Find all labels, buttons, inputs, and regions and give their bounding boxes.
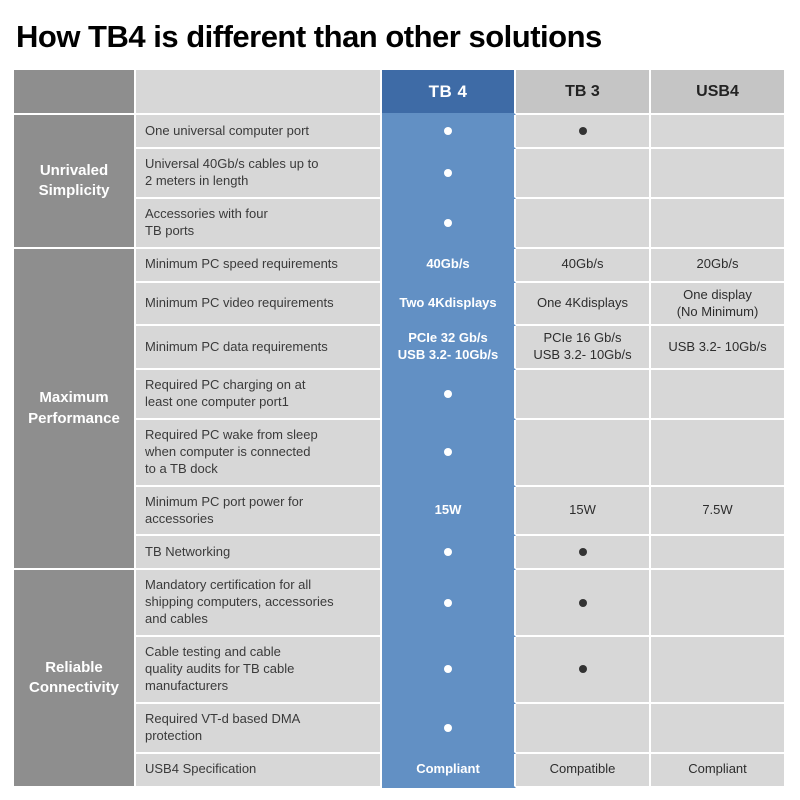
- bullet-icon: [578, 665, 587, 674]
- tb4-value-cell: 15W: [382, 486, 516, 537]
- tb3-value-cell: 40Gb/s: [516, 248, 651, 283]
- tb4-value-cell: [382, 570, 516, 638]
- feature-label: Minimum PC data requirements: [136, 326, 382, 371]
- tb4-value-cell: [382, 637, 516, 704]
- feature-label: Minimum PC video requirements: [136, 282, 382, 327]
- usb4-value-cell: 20Gb/s: [651, 248, 786, 283]
- feature-label: USB4 Specification: [136, 753, 382, 788]
- tb3-value-cell: [516, 115, 651, 150]
- usb4-value-cell: [651, 115, 786, 150]
- tb4-value-cell: Compliant: [382, 753, 516, 788]
- category-label: Unrivaled Simplicity: [14, 115, 136, 249]
- feature-label: Required PC wake from sleep when compute…: [136, 420, 382, 487]
- feature-label: Required VT-d based DMA protection: [136, 703, 382, 754]
- tb4-value-cell: [382, 149, 516, 199]
- tb3-value-cell: [516, 420, 651, 487]
- usb4-value-cell: [651, 570, 786, 638]
- feature-label: Minimum PC port power for accessories: [136, 486, 382, 537]
- tb4-value-cell: [382, 420, 516, 487]
- feature-label: Universal 40Gb/s cables up to 2 meters i…: [136, 149, 382, 199]
- usb4-value-cell: [651, 370, 786, 420]
- feature-label: TB Networking: [136, 536, 382, 571]
- usb4-value-cell: [651, 536, 786, 571]
- tb3-value-cell: PCIe 16 Gb/s USB 3.2- 10Gb/s: [516, 326, 651, 371]
- usb4-value-cell: [651, 420, 786, 487]
- tb4-value-cell: 40Gb/s: [382, 248, 516, 283]
- bullet-icon: [444, 218, 452, 227]
- tb3-value-cell: [516, 703, 651, 754]
- feature-header-cell: [136, 70, 382, 116]
- tb4-value-cell: [382, 536, 516, 571]
- corner-header-cell: [14, 70, 136, 116]
- feature-label: Accessories with four TB ports: [136, 198, 382, 249]
- tb3-value-cell: [516, 198, 651, 249]
- comparison-table: TB 4 TB 3 USB4 Unrivaled Simplicity One u…: [14, 70, 786, 788]
- bullet-icon: [444, 448, 452, 457]
- feature-label: Cable testing and cable quality audits f…: [136, 637, 382, 704]
- category-label: Reliable Connectivity: [14, 570, 136, 788]
- column-header-tb3: TB 3: [516, 70, 651, 116]
- tb3-value-cell: Compatible: [516, 753, 651, 788]
- bullet-icon: [444, 723, 452, 732]
- bullet-icon: [444, 127, 452, 136]
- tb3-value-cell: [516, 637, 651, 704]
- usb4-value-cell: Compliant: [651, 753, 786, 788]
- usb4-value-cell: [651, 198, 786, 249]
- bullet-icon: [444, 665, 452, 674]
- tb3-value-cell: One 4Kdisplays: [516, 282, 651, 327]
- page-title: How TB4 is different than other solution…: [16, 19, 602, 54]
- usb4-value-cell: USB 3.2- 10Gb/s: [651, 326, 786, 371]
- usb4-value-cell: [651, 149, 786, 199]
- tb3-value-cell: [516, 370, 651, 420]
- bullet-icon: [578, 598, 587, 607]
- tb3-value-cell: [516, 536, 651, 571]
- usb4-value-cell: One display (No Minimum): [651, 282, 786, 327]
- tb4-value-cell: [382, 370, 516, 420]
- tb4-value-cell: [382, 703, 516, 754]
- tb4-value-cell: [382, 198, 516, 249]
- tb3-value-cell: [516, 570, 651, 638]
- usb4-value-cell: [651, 637, 786, 704]
- usb4-value-cell: [651, 703, 786, 754]
- feature-label: Minimum PC speed requirements: [136, 248, 382, 283]
- bullet-icon: [444, 598, 452, 607]
- bullet-icon: [444, 548, 452, 557]
- tb4-value-cell: Two 4Kdisplays: [382, 282, 516, 327]
- feature-label: Mandatory certification for all shipping…: [136, 570, 382, 638]
- bullet-icon: [578, 548, 587, 557]
- bullet-icon: [578, 127, 587, 136]
- tb3-value-cell: [516, 149, 651, 199]
- feature-label: Required PC charging on at least one com…: [136, 370, 382, 420]
- feature-label: One universal computer port: [136, 115, 382, 150]
- tb4-value-cell: PCIe 32 Gb/s USB 3.2- 10Gb/s: [382, 326, 516, 371]
- bullet-icon: [444, 390, 452, 399]
- column-header-usb4: USB4: [651, 70, 786, 116]
- tb4-value-cell: [382, 115, 516, 150]
- bullet-icon: [444, 168, 452, 177]
- usb4-value-cell: 7.5W: [651, 486, 786, 537]
- tb3-value-cell: 15W: [516, 486, 651, 537]
- category-label: Maximum Performance: [14, 248, 136, 571]
- column-header-tb4: TB 4: [382, 70, 516, 116]
